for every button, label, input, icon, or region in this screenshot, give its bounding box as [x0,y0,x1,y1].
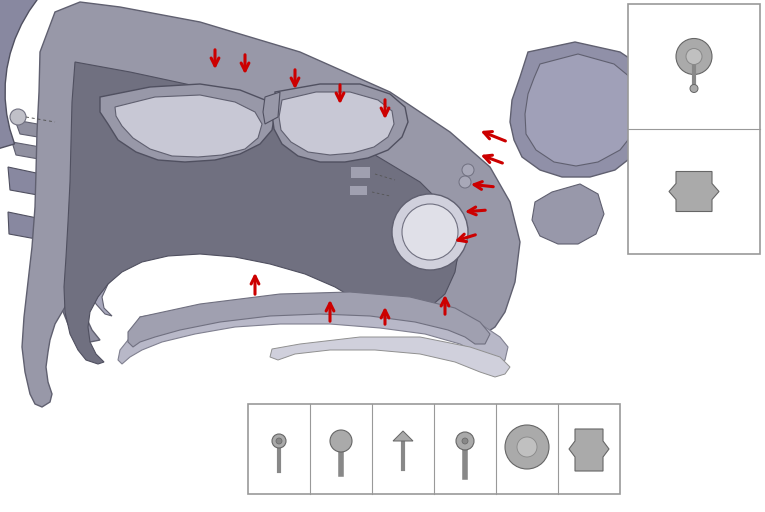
Circle shape [462,164,474,176]
Bar [349,185,367,195]
Circle shape [686,49,702,65]
Circle shape [459,176,471,188]
Circle shape [690,84,698,93]
Polygon shape [263,92,280,124]
Polygon shape [393,431,413,441]
Polygon shape [115,95,262,157]
Bar [628,4,760,254]
Polygon shape [64,62,460,364]
Bar [350,166,370,178]
Polygon shape [669,172,719,211]
Polygon shape [8,212,96,250]
Polygon shape [128,292,490,347]
Circle shape [276,438,282,444]
Polygon shape [270,337,510,377]
Polygon shape [8,167,104,207]
Circle shape [456,432,474,450]
Circle shape [330,430,352,452]
Circle shape [402,204,458,260]
Polygon shape [0,0,170,154]
Polygon shape [569,429,609,471]
Polygon shape [279,92,394,155]
Circle shape [10,109,26,125]
Circle shape [462,438,468,444]
Circle shape [272,434,286,448]
Circle shape [392,194,468,270]
Polygon shape [525,54,642,166]
Polygon shape [15,120,115,150]
Circle shape [676,38,712,75]
Bar [248,404,620,494]
Circle shape [517,437,537,457]
Polygon shape [100,84,275,162]
Polygon shape [22,2,520,407]
Polygon shape [12,142,112,172]
Circle shape [505,425,549,469]
Polygon shape [272,84,408,162]
Polygon shape [118,297,508,364]
Polygon shape [532,184,604,244]
Polygon shape [87,144,460,316]
Polygon shape [53,107,480,342]
Polygon shape [510,42,660,177]
